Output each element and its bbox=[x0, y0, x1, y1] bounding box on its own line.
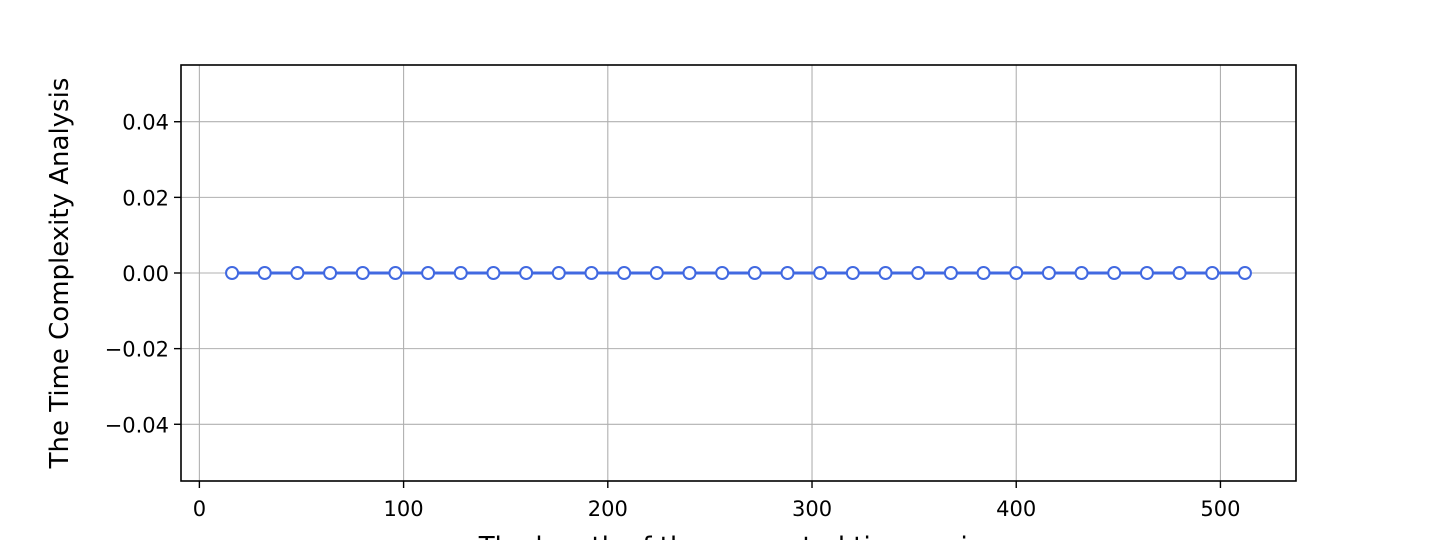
data-point bbox=[682, 266, 697, 280]
data-point bbox=[911, 266, 926, 280]
data-point bbox=[388, 266, 403, 280]
data-point bbox=[453, 266, 468, 280]
data-point bbox=[421, 266, 436, 280]
data-point bbox=[943, 266, 958, 280]
data-point bbox=[780, 266, 795, 280]
x-tick-label: 0 bbox=[193, 497, 206, 521]
y-tick-label: −0.02 bbox=[105, 338, 169, 362]
data-point bbox=[617, 266, 632, 280]
x-tick-label: 500 bbox=[1200, 497, 1240, 521]
data-point bbox=[1172, 266, 1187, 280]
data-point bbox=[225, 266, 240, 280]
y-tick-label: 0.02 bbox=[122, 186, 169, 210]
data-point bbox=[1009, 266, 1024, 280]
x-tick-label: 300 bbox=[792, 497, 832, 521]
series bbox=[225, 266, 1252, 280]
data-point bbox=[584, 266, 599, 280]
y-axis-label: The Time Complexity Analysis bbox=[45, 78, 75, 470]
data-point bbox=[845, 266, 860, 280]
data-point bbox=[257, 266, 272, 280]
data-point bbox=[1205, 266, 1220, 280]
y-tick-label: 0.00 bbox=[122, 262, 169, 286]
x-tick-label: 100 bbox=[384, 497, 424, 521]
data-point bbox=[649, 266, 664, 280]
data-point bbox=[290, 266, 305, 280]
data-point bbox=[1074, 266, 1089, 280]
data-point bbox=[813, 266, 828, 280]
x-tick-label: 200 bbox=[588, 497, 628, 521]
x-tick-label: 400 bbox=[996, 497, 1036, 521]
data-point bbox=[323, 266, 338, 280]
x-axis-label: The length of the generated time series bbox=[478, 532, 998, 540]
data-point bbox=[486, 266, 501, 280]
data-point bbox=[551, 266, 566, 280]
data-point bbox=[1237, 266, 1252, 280]
data-point bbox=[1107, 266, 1122, 280]
y-tick-label: −0.04 bbox=[105, 413, 169, 437]
data-point bbox=[747, 266, 762, 280]
data-point bbox=[715, 266, 730, 280]
data-point bbox=[878, 266, 893, 280]
data-point bbox=[1041, 266, 1056, 280]
data-point bbox=[355, 266, 370, 280]
y-tick-label: 0.04 bbox=[122, 111, 169, 135]
ticks: 0 100 200 300 400 500 0.04 0.02 0.00 −0.02 −0.04 bbox=[105, 111, 1241, 521]
data-point bbox=[1139, 266, 1154, 280]
data-point bbox=[976, 266, 991, 280]
data-point bbox=[519, 266, 534, 280]
